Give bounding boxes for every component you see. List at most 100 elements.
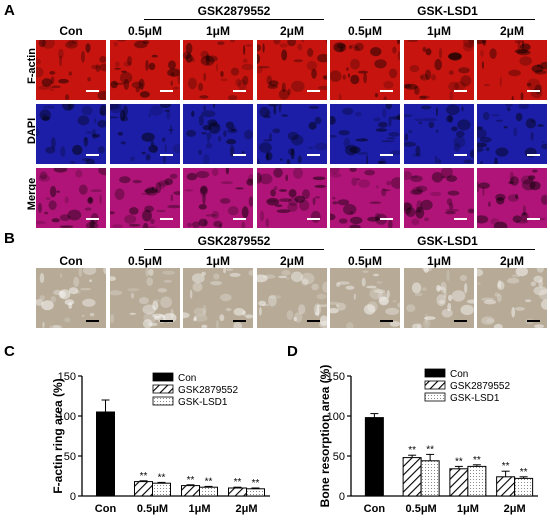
scale-bar xyxy=(86,90,99,92)
significance-label: ** xyxy=(252,478,260,489)
y-tick-label: 50 xyxy=(64,451,76,463)
scale-bar xyxy=(454,320,467,322)
column-label-gsk-05-a: 0.5μM xyxy=(127,24,163,38)
x-tick-label: 0.5μM xyxy=(137,503,168,515)
scale-bar xyxy=(307,90,320,92)
significance-label: ** xyxy=(502,461,510,472)
legend-label: GSK-LSD1 xyxy=(178,397,228,408)
bar xyxy=(467,465,487,497)
legend-swatch xyxy=(152,384,174,394)
column-label-gsk-05-b: 0.5μM xyxy=(127,254,163,268)
significance-label: ** xyxy=(140,471,148,482)
column-label-gsk-2-a: 2μM xyxy=(279,24,304,38)
micrograph-dapi-con xyxy=(36,104,106,164)
scale-bar xyxy=(160,218,173,220)
resorption-image-gsk-05 xyxy=(110,268,180,328)
scale-bar xyxy=(454,154,467,156)
significance-label: ** xyxy=(205,476,213,487)
x-tick-label: Con xyxy=(364,503,386,515)
micrograph-merge-lsd-05 xyxy=(330,168,400,228)
micrograph-dapi-lsd-1 xyxy=(404,104,474,164)
bar xyxy=(246,488,265,497)
panel-letter-b: B xyxy=(4,230,15,247)
legend-label: Con xyxy=(178,373,196,384)
scale-bar xyxy=(233,90,246,92)
bar xyxy=(402,457,422,497)
scale-bar xyxy=(307,320,320,322)
resorption-image-lsd-2 xyxy=(477,268,547,328)
scale-bar xyxy=(380,218,393,220)
scale-bar xyxy=(307,218,320,220)
scale-bar xyxy=(527,320,540,322)
legend-swatch xyxy=(152,396,174,406)
scale-bar xyxy=(160,320,173,322)
scale-bar xyxy=(160,90,173,92)
resorption-image-con xyxy=(36,268,106,328)
y-axis-label: F-actin ring area (%) xyxy=(51,378,65,493)
group-label-gsklsd1-b: GSK-LSD1 xyxy=(417,234,478,248)
column-label-gsk-2-b: 2μM xyxy=(279,254,304,268)
significance-label: ** xyxy=(426,444,434,455)
scale-bar xyxy=(160,154,173,156)
column-label-lsd-1-b: 1μM xyxy=(426,254,451,268)
micrograph-factin-gsk-1 xyxy=(183,40,253,100)
resorption-image-gsk-1 xyxy=(183,268,253,328)
bar xyxy=(96,411,115,497)
column-label-lsd-2-a: 2μM xyxy=(499,24,524,38)
scale-bar xyxy=(527,90,540,92)
y-tick-label: 150 xyxy=(327,371,345,383)
column-label-lsd-05-b: 0.5μM xyxy=(347,254,383,268)
legend-label: GSK-LSD1 xyxy=(450,393,500,404)
resorption-image-gsk-2 xyxy=(257,268,327,328)
group-line-gsk2879552-b xyxy=(144,249,324,250)
micrograph-dapi-gsk-05 xyxy=(110,104,180,164)
group-label-gsk2879552-b: GSK2879552 xyxy=(197,234,271,248)
y-tick-label: 50 xyxy=(333,451,345,463)
scale-bar xyxy=(380,154,393,156)
scale-bar xyxy=(86,154,99,156)
scale-bar xyxy=(307,154,320,156)
micrograph-merge-lsd-1 xyxy=(404,168,474,228)
group-label-gsklsd1-a: GSK-LSD1 xyxy=(417,4,478,18)
scale-bar xyxy=(454,90,467,92)
micrograph-merge-gsk-2 xyxy=(257,168,327,228)
micrograph-factin-con xyxy=(36,40,106,100)
x-tick-label: 2μM xyxy=(235,503,257,515)
group-line-gsklsd1-b xyxy=(360,249,535,250)
legend-label: GSK2879552 xyxy=(450,381,510,392)
significance-label: ** xyxy=(455,456,463,467)
y-tick-label: 150 xyxy=(58,371,76,383)
column-label-con-b: Con xyxy=(59,254,83,268)
scale-bar xyxy=(86,320,99,322)
micrograph-factin-lsd-05 xyxy=(330,40,400,100)
group-label-gsk2879552-a: GSK2879552 xyxy=(197,4,271,18)
micrograph-factin-lsd-2 xyxy=(477,40,547,100)
micrograph-merge-con xyxy=(36,168,106,228)
bar xyxy=(496,476,516,497)
bar xyxy=(449,468,469,497)
scale-bar xyxy=(380,320,393,322)
group-line-gsk2879552-a xyxy=(144,19,324,20)
panel-letter-c: C xyxy=(4,343,15,360)
scale-bar xyxy=(527,218,540,220)
scale-bar xyxy=(380,90,393,92)
bar xyxy=(134,481,153,497)
column-label-gsk-1-a: 1μM xyxy=(205,24,230,38)
micrograph-merge-lsd-2 xyxy=(477,168,547,228)
scale-bar xyxy=(527,154,540,156)
significance-label: ** xyxy=(408,445,416,456)
micrograph-factin-gsk-05 xyxy=(110,40,180,100)
micrograph-dapi-lsd-05 xyxy=(330,104,400,164)
scale-bar xyxy=(86,218,99,220)
scale-bar xyxy=(454,218,467,220)
column-label-lsd-2-b: 2μM xyxy=(499,254,524,268)
y-axis-label: Bone resorption area (%) xyxy=(318,365,332,508)
bar xyxy=(199,486,218,497)
micrograph-dapi-lsd-2 xyxy=(477,104,547,164)
panel-letter-a: A xyxy=(4,2,15,19)
micrograph-merge-gsk-05 xyxy=(110,168,180,228)
y-tick-label: 0 xyxy=(339,491,345,503)
bar xyxy=(228,487,247,497)
